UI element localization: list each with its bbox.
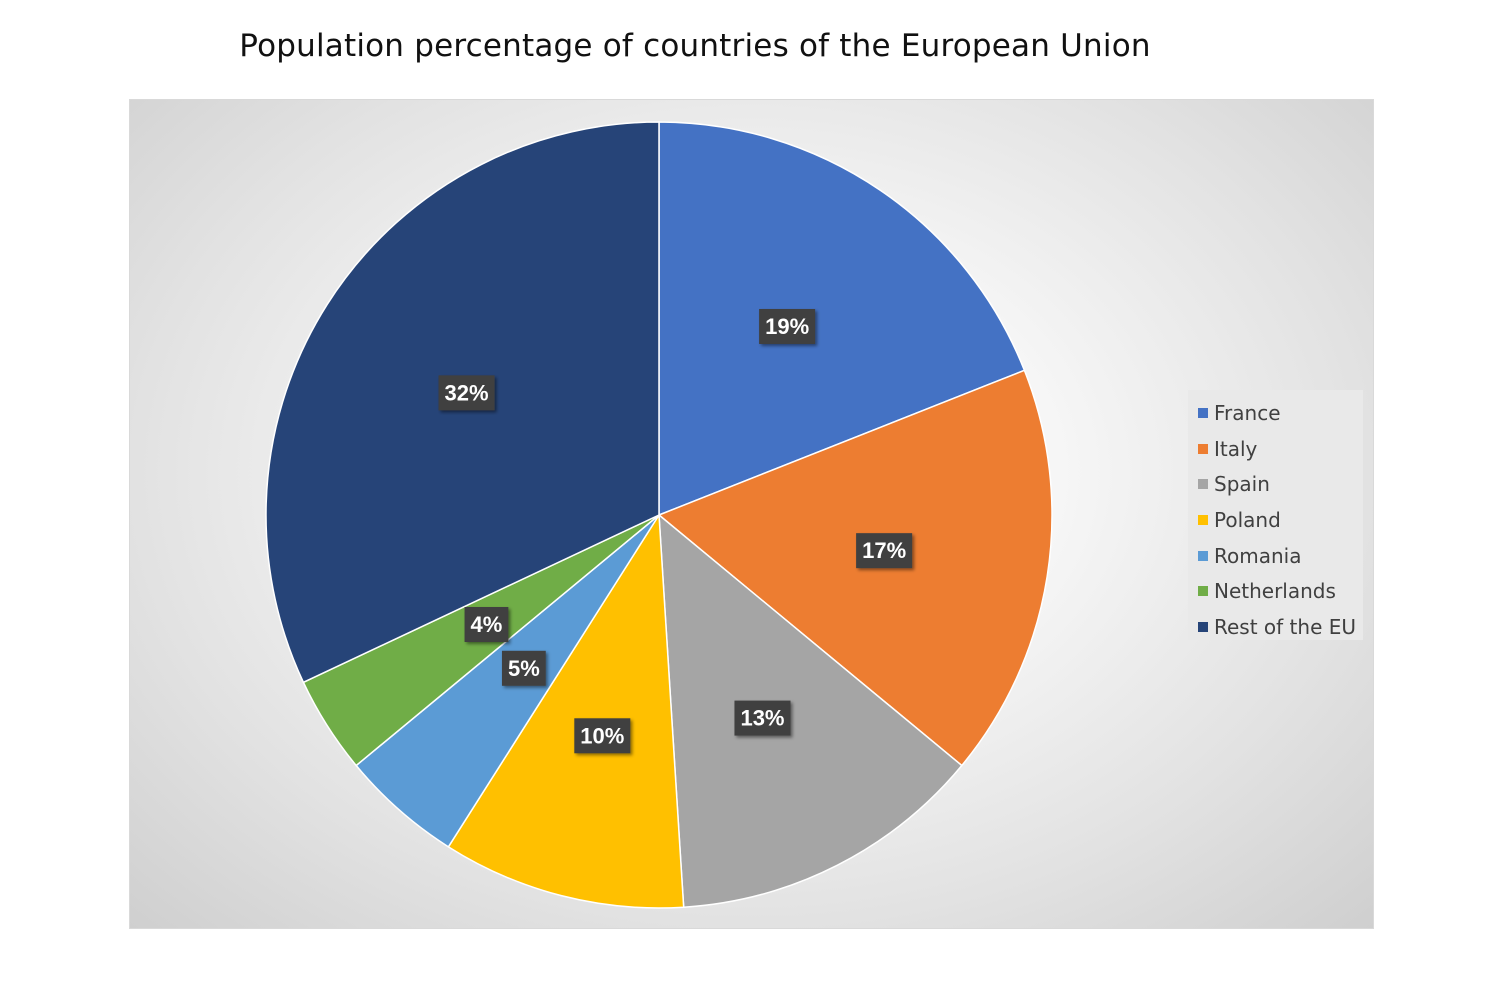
legend-swatch [1198, 621, 1208, 632]
data-label-rest-of-the-eu: 32% [438, 375, 495, 411]
legend-item-poland: Poland [1188, 502, 1363, 538]
data-label-box [574, 718, 631, 754]
pie-slice-france [658, 121, 1026, 517]
legend-label: Netherlands [1214, 579, 1336, 604]
legend-item-romania: Romania [1188, 538, 1363, 574]
pie-slice-poland [447, 512, 685, 909]
plot-area: 19% 17% 13% 10% 5% 4% 32% France Italy Spain Pola… [129, 99, 1374, 929]
data-label-poland: 10% [574, 718, 631, 754]
data-label-romania: 5% [501, 650, 546, 686]
legend-swatch [1198, 443, 1208, 454]
pie-slice-spain [658, 513, 963, 909]
chart-title: Population percentage of countries of th… [239, 28, 1151, 64]
data-label-text: 32% [445, 380, 489, 405]
legend-label: Rest of the EU [1214, 614, 1357, 639]
legend-item-rest-of-the-eu: Rest of the EU [1188, 609, 1363, 645]
legend-swatch [1198, 479, 1208, 490]
data-label-box [734, 700, 791, 736]
legend-label: Poland [1214, 507, 1281, 532]
legend-swatch [1198, 407, 1208, 418]
legend-swatch [1198, 550, 1208, 561]
legend-label: Italy [1214, 436, 1258, 461]
legend-swatch [1198, 586, 1208, 597]
legend-label: France [1214, 400, 1281, 425]
legend-item-france: France [1188, 395, 1363, 431]
data-label-text: 5% [508, 656, 540, 681]
pie-slice-italy [657, 369, 1053, 767]
pie-chart: 19% 17% 13% 10% 5%4% 32% [265, 121, 1053, 909]
legend-label: Spain [1214, 472, 1270, 497]
data-labels: 19% 17% 13% 10% 5%4% 32% [438, 308, 913, 754]
data-label-spain: 13% [734, 700, 791, 736]
legend-item-italy: Italy [1188, 431, 1363, 467]
data-label-text: 4% [471, 612, 503, 637]
data-label-france: 19% [759, 308, 816, 344]
data-label-text: 13% [740, 706, 784, 731]
data-label-box [464, 607, 509, 643]
data-label-text: 19% [765, 314, 809, 339]
data-label-netherlands: 4% [464, 607, 509, 643]
data-label-text: 10% [580, 723, 624, 748]
data-label-italy: 17% [856, 533, 913, 569]
data-label-text: 17% [862, 538, 906, 563]
data-label-box [438, 375, 495, 411]
data-label-box [759, 308, 816, 344]
legend-item-netherlands: Netherlands [1188, 573, 1363, 609]
pie-slices [265, 121, 1053, 909]
legend-item-spain: Spain [1188, 466, 1363, 502]
legend-swatch [1198, 514, 1208, 525]
data-label-box [501, 650, 546, 686]
data-label-box [856, 533, 913, 569]
legend-label: Romania [1214, 543, 1302, 568]
legend: France Italy Spain Poland Romania Netherlands… [1188, 390, 1363, 640]
